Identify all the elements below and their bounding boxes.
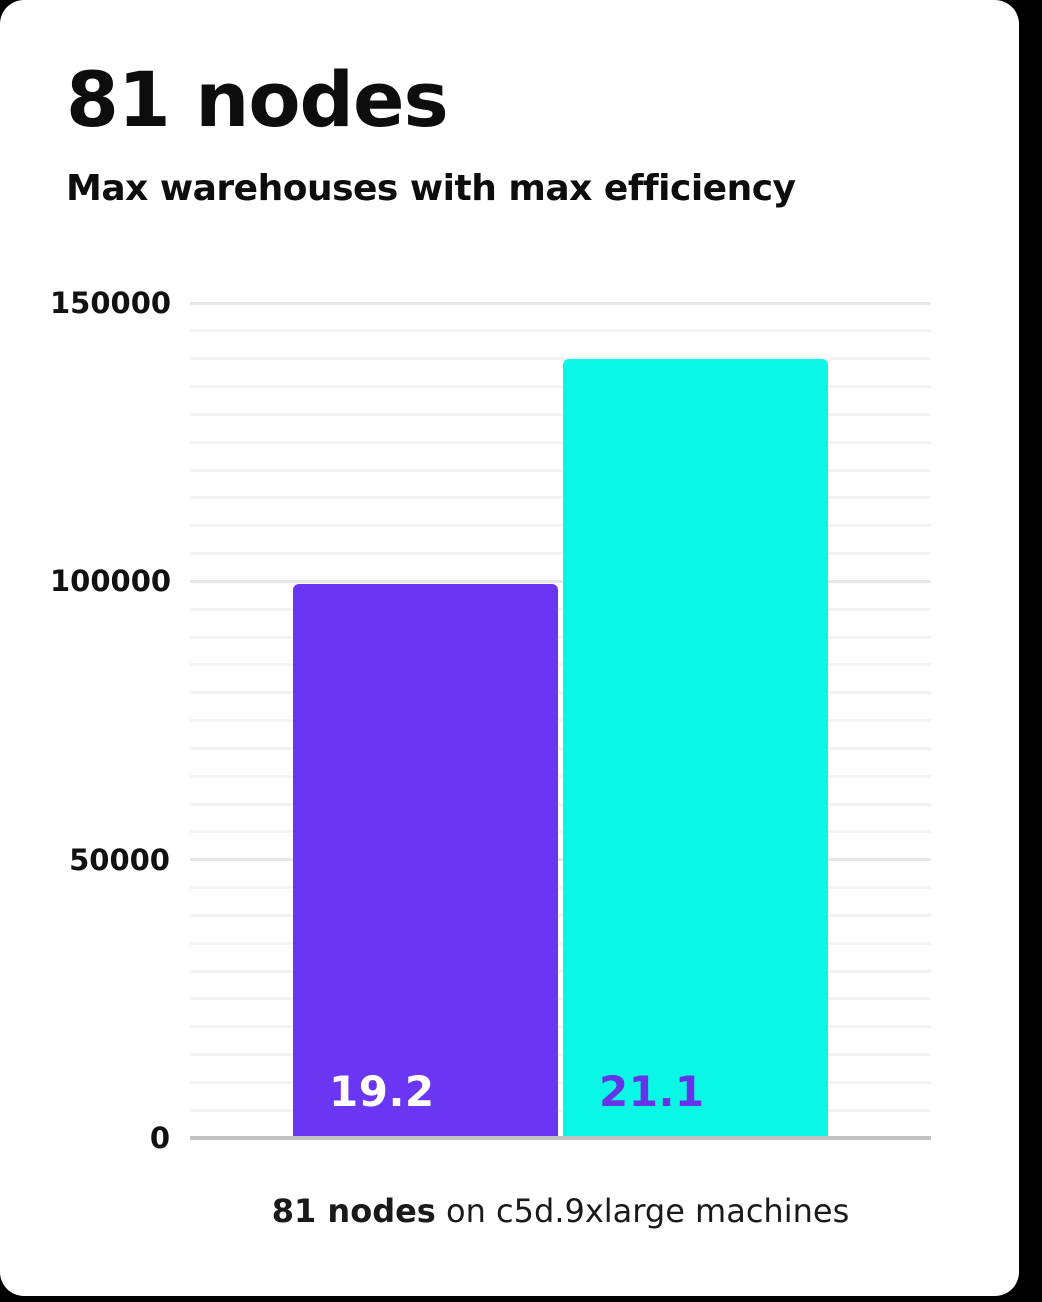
major-gridline [190,301,931,305]
x-axis-line [190,1136,931,1140]
minor-gridline [190,496,931,500]
y-axis-tick-label: 150000 [50,286,172,320]
minor-gridline [190,1080,931,1084]
minor-gridline [190,802,931,806]
minor-gridline [190,969,931,973]
y-axis-tick-label: 0 [149,1121,170,1155]
chart-caption: 81 nodes on c5d.9xlarge machines [190,1192,931,1230]
minor-gridline [190,440,931,444]
major-gridline [190,858,931,862]
major-gridline [190,579,931,583]
minor-gridline [190,1053,931,1056]
minor-gridline [190,830,931,834]
minor-gridline [190,997,931,1001]
minor-gridline [190,552,931,555]
minor-gridline [190,941,931,945]
minor-gridline [190,1025,931,1029]
minor-gridline [190,774,931,778]
minor-gridline [190,607,931,611]
minor-gridline [190,635,931,639]
minor-gridline [190,663,931,667]
caption-regular-text: on c5d.9xlarge machines [435,1192,850,1230]
minor-gridline [190,746,931,750]
minor-gridline [190,329,931,333]
minor-gridline [190,385,931,388]
chart-subtitle: Max warehouses with max efficiency [66,168,796,209]
bar: 21.1 [563,358,828,1138]
minor-gridline [190,412,931,416]
caption-bold-text: 81 nodes [271,1192,436,1230]
bar-value-label: 21.1 [599,1066,705,1116]
minor-gridline [190,524,931,528]
y-axis-tick-label: 100000 [50,564,172,599]
minor-gridline [190,1108,931,1112]
minor-gridline [190,357,931,361]
minor-gridline [190,886,931,889]
bar-chart-plot-area: 0 50000 100000 150000 19.2 21.1 [50,286,931,1155]
chart-card: 81 nodes Max warehouses with max efficie… [0,0,1019,1296]
y-axis-tick-label: 50000 [69,842,170,877]
minor-gridline [190,913,931,917]
minor-gridline [190,691,931,695]
chart-title: 81 nodes [66,55,449,144]
bar: 19.2 [293,584,558,1138]
minor-gridline [190,719,931,722]
bar-value-label: 19.2 [329,1066,435,1116]
minor-gridline [190,468,931,472]
